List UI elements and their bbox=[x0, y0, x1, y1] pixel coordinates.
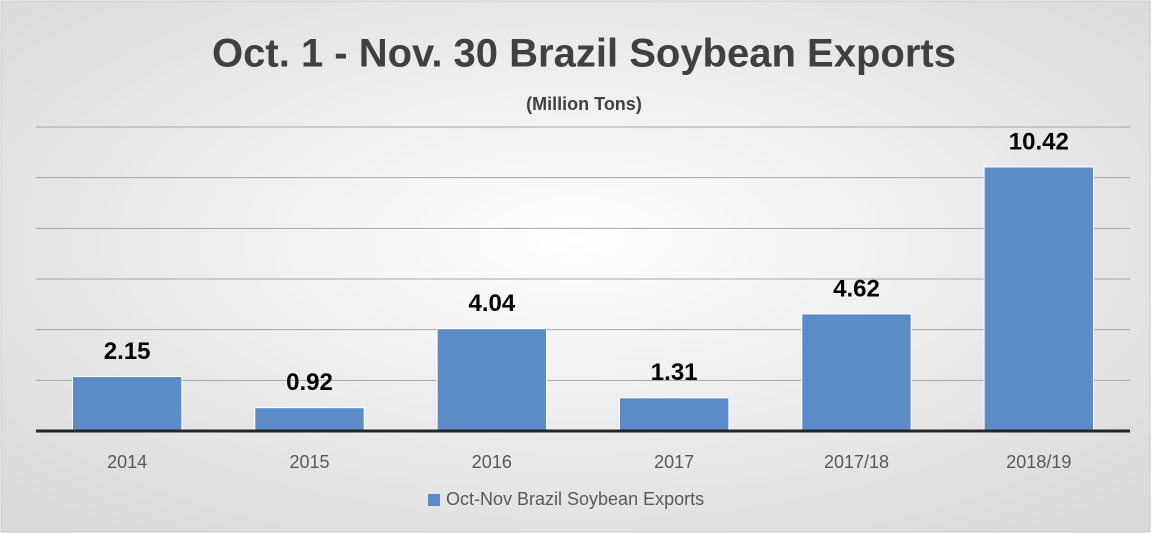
bar bbox=[801, 313, 912, 432]
legend-swatch bbox=[428, 494, 440, 506]
chart-title: Oct. 1 - Nov. 30 Brazil Soybean Exports bbox=[212, 32, 956, 76]
data-label: 2.15 bbox=[104, 338, 151, 365]
x-tick-label: 2017 bbox=[654, 452, 694, 472]
data-label: 10.42 bbox=[1009, 128, 1069, 155]
x-tick-label: 2018/19 bbox=[1006, 452, 1071, 472]
data-label: 4.04 bbox=[468, 290, 515, 317]
x-tick-label: 2016 bbox=[472, 452, 512, 472]
bar bbox=[618, 397, 730, 432]
x-tick-label: 2014 bbox=[107, 452, 147, 472]
data-label: 1.31 bbox=[651, 359, 698, 386]
data-label: 4.62 bbox=[833, 275, 880, 302]
bar bbox=[983, 166, 1095, 432]
bar bbox=[436, 328, 548, 432]
bar bbox=[71, 376, 183, 432]
x-tick-label: 2017/18 bbox=[824, 452, 889, 472]
data-label: 0.92 bbox=[286, 369, 333, 396]
bar bbox=[254, 407, 365, 432]
chart-subtitle: (Million Tons) bbox=[526, 94, 642, 114]
legend-label: Oct-Nov Brazil Soybean Exports bbox=[446, 489, 704, 509]
x-tick-label: 2015 bbox=[289, 452, 329, 472]
